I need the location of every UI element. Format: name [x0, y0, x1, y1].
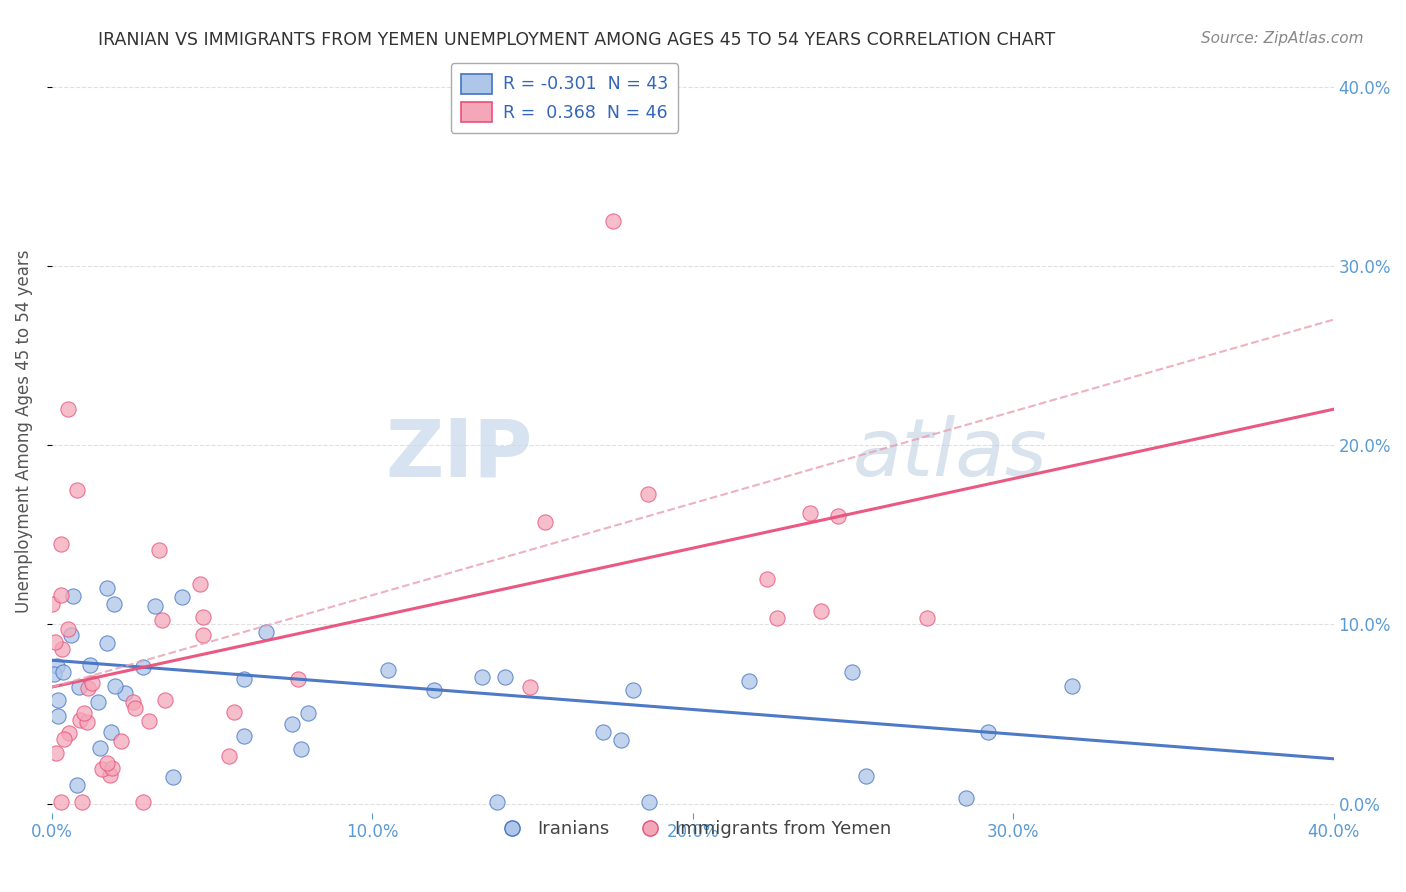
Point	[124, 701, 146, 715]
Point	[62, 589, 84, 603]
Point	[471, 670, 494, 684]
Point	[281, 716, 304, 731]
Point	[637, 486, 659, 500]
Point	[66, 778, 89, 792]
Point	[46, 659, 69, 673]
Point	[76, 714, 98, 729]
Point	[232, 729, 254, 743]
Point	[76, 681, 98, 695]
Point	[46, 709, 69, 723]
Point	[150, 613, 173, 627]
Text: Source: ZipAtlas.com: Source: ZipAtlas.com	[1201, 31, 1364, 46]
Point	[592, 725, 614, 739]
Point	[114, 686, 136, 700]
Point	[51, 642, 73, 657]
Point	[610, 732, 633, 747]
Point	[193, 610, 215, 624]
Point	[69, 713, 91, 727]
Point	[90, 762, 112, 776]
Point	[49, 795, 72, 809]
Point	[222, 705, 245, 719]
Point	[148, 543, 170, 558]
Point	[188, 577, 211, 591]
Point	[638, 795, 661, 809]
Point	[162, 770, 184, 784]
Point	[103, 597, 125, 611]
Point	[138, 714, 160, 728]
Point	[290, 742, 312, 756]
Point	[855, 769, 877, 783]
Point	[42, 666, 65, 681]
Point	[67, 680, 90, 694]
Point	[58, 726, 80, 740]
Point	[66, 483, 89, 497]
Point	[56, 622, 79, 636]
Point	[534, 515, 557, 529]
Point	[1062, 679, 1084, 693]
Point	[486, 795, 509, 809]
Point	[70, 795, 93, 809]
Point	[79, 657, 101, 672]
Point	[72, 706, 94, 720]
Point	[621, 682, 644, 697]
Legend: Iranians, Immigrants from Yemen: Iranians, Immigrants from Yemen	[486, 813, 898, 846]
Point	[827, 508, 849, 523]
Point	[59, 627, 82, 641]
Point	[254, 625, 277, 640]
Point	[96, 582, 118, 596]
Point	[100, 725, 122, 739]
Point	[96, 756, 118, 770]
Point	[810, 604, 832, 618]
Point	[132, 795, 155, 809]
Y-axis label: Unemployment Among Ages 45 to 54 years: Unemployment Among Ages 45 to 54 years	[15, 250, 32, 614]
Point	[51, 536, 73, 550]
Point	[494, 670, 516, 684]
Point	[46, 693, 69, 707]
Point	[423, 682, 446, 697]
Point	[738, 673, 761, 688]
Point	[841, 665, 863, 679]
Point	[89, 740, 111, 755]
Point	[172, 591, 194, 605]
Text: atlas: atlas	[853, 416, 1047, 493]
Point	[100, 768, 122, 782]
Point	[100, 761, 122, 775]
Point	[233, 672, 256, 686]
Point	[87, 695, 110, 709]
Point	[80, 675, 103, 690]
Point	[56, 402, 79, 417]
Point	[977, 724, 1000, 739]
Point	[287, 672, 309, 686]
Point	[602, 214, 624, 228]
Point	[104, 679, 127, 693]
Point	[52, 732, 75, 747]
Point	[41, 597, 63, 611]
Point	[955, 790, 977, 805]
Point	[218, 749, 240, 764]
Point	[519, 680, 541, 694]
Point	[121, 695, 143, 709]
Point	[191, 627, 214, 641]
Text: IRANIAN VS IMMIGRANTS FROM YEMEN UNEMPLOYMENT AMONG AGES 45 TO 54 YEARS CORRELAT: IRANIAN VS IMMIGRANTS FROM YEMEN UNEMPLO…	[98, 31, 1056, 49]
Point	[755, 572, 778, 586]
Point	[915, 610, 938, 624]
Point	[110, 733, 132, 747]
Point	[143, 599, 166, 613]
Point	[765, 611, 787, 625]
Point	[44, 635, 66, 649]
Point	[132, 660, 155, 674]
Point	[52, 665, 75, 679]
Point	[96, 636, 118, 650]
Point	[45, 747, 67, 761]
Point	[297, 706, 319, 721]
Point	[799, 507, 821, 521]
Point	[377, 663, 399, 677]
Text: ZIP: ZIP	[385, 416, 533, 493]
Point	[49, 588, 72, 602]
Point	[153, 693, 176, 707]
